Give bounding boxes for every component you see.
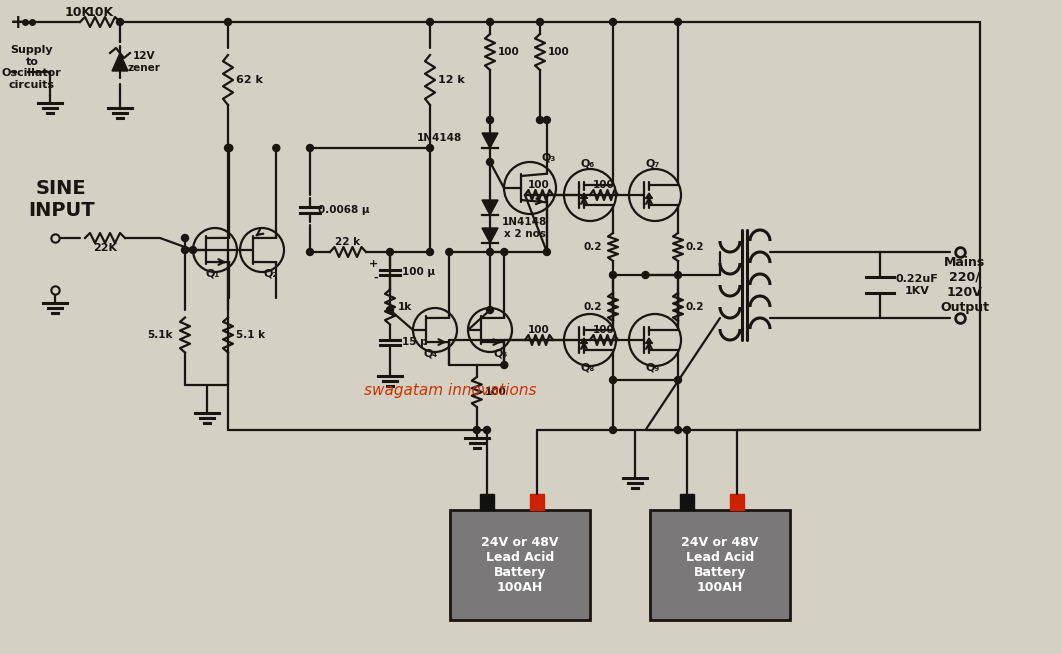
- Text: 100: 100: [485, 387, 506, 397]
- Text: Q₆: Q₆: [580, 158, 595, 168]
- Text: Q₂: Q₂: [264, 269, 278, 279]
- Circle shape: [117, 18, 123, 26]
- Circle shape: [537, 18, 543, 26]
- Polygon shape: [581, 338, 587, 343]
- Text: 5.1k: 5.1k: [147, 330, 173, 340]
- Circle shape: [427, 18, 434, 26]
- Text: 0.2: 0.2: [686, 302, 705, 312]
- Text: +: +: [369, 259, 378, 269]
- Circle shape: [487, 307, 493, 313]
- Text: 100: 100: [593, 180, 615, 190]
- Circle shape: [487, 116, 493, 124]
- Circle shape: [190, 247, 196, 254]
- Circle shape: [487, 249, 493, 256]
- Text: 22K: 22K: [93, 243, 117, 253]
- Polygon shape: [482, 228, 498, 243]
- FancyBboxPatch shape: [650, 510, 790, 620]
- Text: 5.1 k: 5.1 k: [236, 330, 265, 340]
- Circle shape: [675, 377, 681, 383]
- Circle shape: [226, 145, 232, 152]
- Circle shape: [307, 249, 313, 256]
- FancyBboxPatch shape: [730, 494, 744, 510]
- Text: SINE
INPUT: SINE INPUT: [28, 179, 94, 220]
- FancyBboxPatch shape: [450, 510, 590, 620]
- Text: -: -: [373, 273, 378, 283]
- Polygon shape: [581, 193, 587, 198]
- Circle shape: [501, 362, 508, 368]
- Circle shape: [675, 18, 681, 26]
- Circle shape: [501, 249, 508, 256]
- Circle shape: [642, 271, 649, 279]
- Circle shape: [473, 426, 481, 434]
- Polygon shape: [482, 133, 498, 148]
- Circle shape: [609, 271, 616, 279]
- Polygon shape: [646, 338, 653, 343]
- Text: -: -: [10, 63, 17, 81]
- Text: 100: 100: [593, 325, 615, 335]
- Circle shape: [609, 18, 616, 26]
- Circle shape: [487, 18, 493, 26]
- Circle shape: [446, 249, 453, 256]
- Text: 24V or 48V
Lead Acid
Battery
100AH: 24V or 48V Lead Acid Battery 100AH: [482, 536, 559, 594]
- Circle shape: [427, 145, 434, 152]
- Circle shape: [675, 271, 681, 279]
- Text: +: +: [10, 12, 27, 31]
- Text: 1k: 1k: [398, 302, 413, 312]
- Text: 0.2: 0.2: [582, 242, 602, 252]
- Text: 0.22uF
1KV: 0.22uF 1KV: [895, 274, 939, 296]
- Circle shape: [225, 18, 231, 26]
- Polygon shape: [646, 193, 653, 198]
- Circle shape: [181, 235, 189, 241]
- Text: 24V or 48V
Lead Acid
Battery
100AH: 24V or 48V Lead Acid Battery 100AH: [681, 536, 759, 594]
- Text: 12V
zener: 12V zener: [128, 51, 161, 73]
- Text: 100: 100: [528, 325, 550, 335]
- Text: 22 k: 22 k: [335, 237, 361, 247]
- Text: Q₃: Q₃: [542, 153, 556, 163]
- Polygon shape: [482, 200, 498, 215]
- Text: 100: 100: [528, 180, 550, 190]
- Circle shape: [386, 307, 394, 313]
- Circle shape: [609, 377, 616, 383]
- Circle shape: [484, 426, 490, 434]
- Text: 0.0068 μ: 0.0068 μ: [318, 205, 369, 215]
- Circle shape: [273, 145, 280, 152]
- Circle shape: [683, 426, 691, 434]
- Text: Supply
to
Oscillator
circuits: Supply to Oscillator circuits: [2, 45, 62, 90]
- Circle shape: [487, 158, 493, 165]
- Circle shape: [307, 145, 313, 152]
- Text: 100 μ: 100 μ: [402, 267, 435, 277]
- Text: 10K: 10K: [65, 5, 91, 18]
- Text: Q₉: Q₉: [646, 363, 660, 373]
- Circle shape: [543, 249, 551, 256]
- Text: 0.2: 0.2: [582, 302, 602, 312]
- Text: 0.2: 0.2: [686, 242, 705, 252]
- Circle shape: [609, 426, 616, 434]
- Text: 62 k: 62 k: [236, 75, 263, 85]
- Circle shape: [543, 116, 551, 124]
- Text: 100: 100: [498, 47, 520, 57]
- Circle shape: [386, 249, 394, 256]
- FancyBboxPatch shape: [480, 494, 494, 510]
- Text: swagatam innovations: swagatam innovations: [364, 383, 536, 398]
- Text: Q₅: Q₅: [494, 349, 508, 359]
- Text: Q₄: Q₄: [423, 349, 437, 359]
- Text: Q₈: Q₈: [580, 363, 595, 373]
- Text: Mains
220/
120V
Output: Mains 220/ 120V Output: [940, 256, 989, 314]
- Polygon shape: [112, 53, 128, 71]
- Text: 15 p: 15 p: [402, 337, 428, 347]
- Circle shape: [675, 426, 681, 434]
- Circle shape: [427, 249, 434, 256]
- Circle shape: [537, 116, 543, 124]
- Circle shape: [225, 145, 231, 152]
- Text: Q₇: Q₇: [646, 158, 660, 168]
- Text: Q₁: Q₁: [205, 269, 220, 279]
- FancyBboxPatch shape: [680, 494, 694, 510]
- Text: 100: 100: [547, 47, 570, 57]
- Text: 1N4148
x 2 nos: 1N4148 x 2 nos: [502, 217, 547, 239]
- Text: 10K: 10K: [86, 5, 114, 18]
- Text: 12 k: 12 k: [438, 75, 465, 85]
- Text: 1N4148: 1N4148: [417, 133, 462, 143]
- Circle shape: [181, 247, 189, 254]
- FancyBboxPatch shape: [530, 494, 544, 510]
